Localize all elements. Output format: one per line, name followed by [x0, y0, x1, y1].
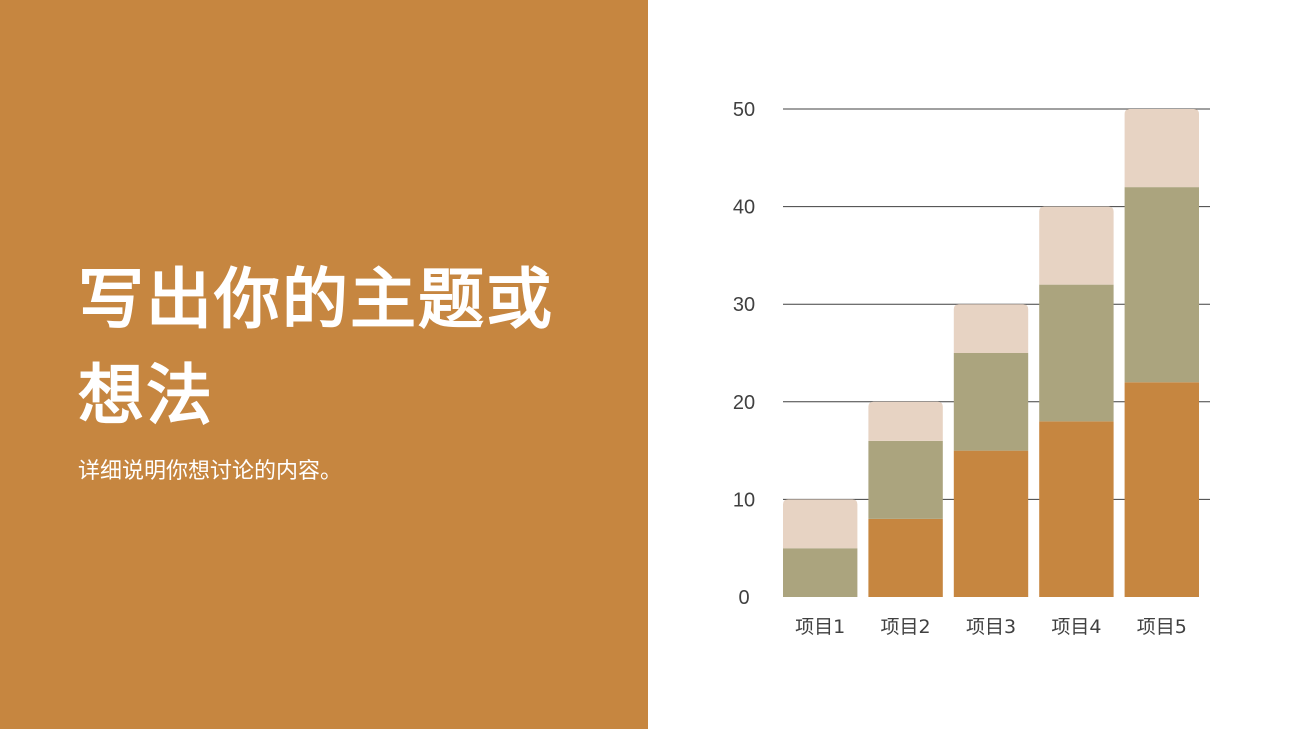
bar-segment: [1039, 206, 1114, 285]
x-category-label: 项目3: [966, 616, 1016, 638]
bar-segment: [1124, 187, 1199, 383]
bar-segment: [953, 304, 1029, 353]
slide-subtitle: 详细说明你想讨论的内容。: [78, 459, 343, 484]
bar-segment: [953, 450, 1029, 597]
x-category-label: 项目5: [1137, 616, 1187, 638]
bar-segment: [868, 401, 943, 441]
title-panel: 写出你的主题或想法 详细说明你想讨论的内容。: [0, 0, 648, 729]
x-category-label: 项目2: [881, 616, 931, 638]
bar-segment: [783, 548, 858, 597]
chart-area: 0 10 20 30 40 50 项目1 项目2 项目3 项目4 项目5: [720, 90, 1240, 660]
bar-segment: [868, 518, 943, 597]
y-tick-label: 30: [733, 294, 755, 316]
bar-segment: [953, 353, 1029, 451]
x-category-label: 项目1: [795, 616, 845, 638]
bar-segment: [783, 499, 858, 549]
stacked-bar-chart: 0 10 20 30 40 50 项目1 项目2 项目3 项目4 项目5: [733, 99, 1210, 638]
y-tick-label: 10: [733, 489, 755, 511]
bar-segment: [1124, 382, 1199, 597]
y-tick-label: 50: [733, 99, 755, 121]
y-tick-label: 0: [738, 587, 749, 609]
x-category-label: 项目4: [1051, 616, 1101, 638]
slide-title: 写出你的主题或想法: [78, 261, 554, 434]
bar-segment: [1039, 421, 1114, 597]
bar-segment: [1039, 284, 1114, 422]
bar-segment: [1124, 109, 1199, 188]
y-tick-label: 20: [733, 392, 755, 414]
bar-segment: [868, 440, 943, 519]
y-tick-label: 40: [733, 197, 755, 219]
